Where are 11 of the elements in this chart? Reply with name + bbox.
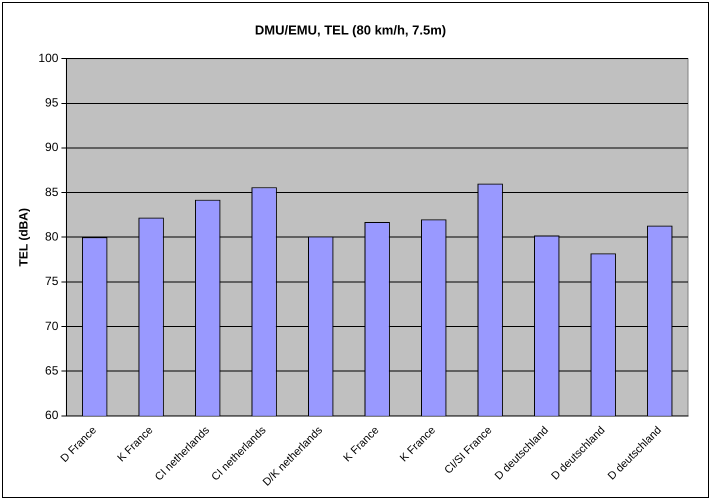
y-tick-label: 65 <box>45 364 59 378</box>
y-tick-label: 90 <box>45 140 59 154</box>
y-tick-label: 60 <box>45 408 59 422</box>
y-tick-label: 95 <box>45 96 59 110</box>
y-axis-title: TEL (dBA) <box>16 208 31 266</box>
y-tick-label: 70 <box>45 318 59 333</box>
y-tick-label: 85 <box>45 184 59 199</box>
chart-title: DMU/EMU, TEL (80 km/h, 7.5m) <box>254 22 446 38</box>
y-tick-label: 80 <box>45 230 59 244</box>
y-tick-label: 75 <box>45 274 59 288</box>
y-tick-label: 100 <box>38 50 59 65</box>
